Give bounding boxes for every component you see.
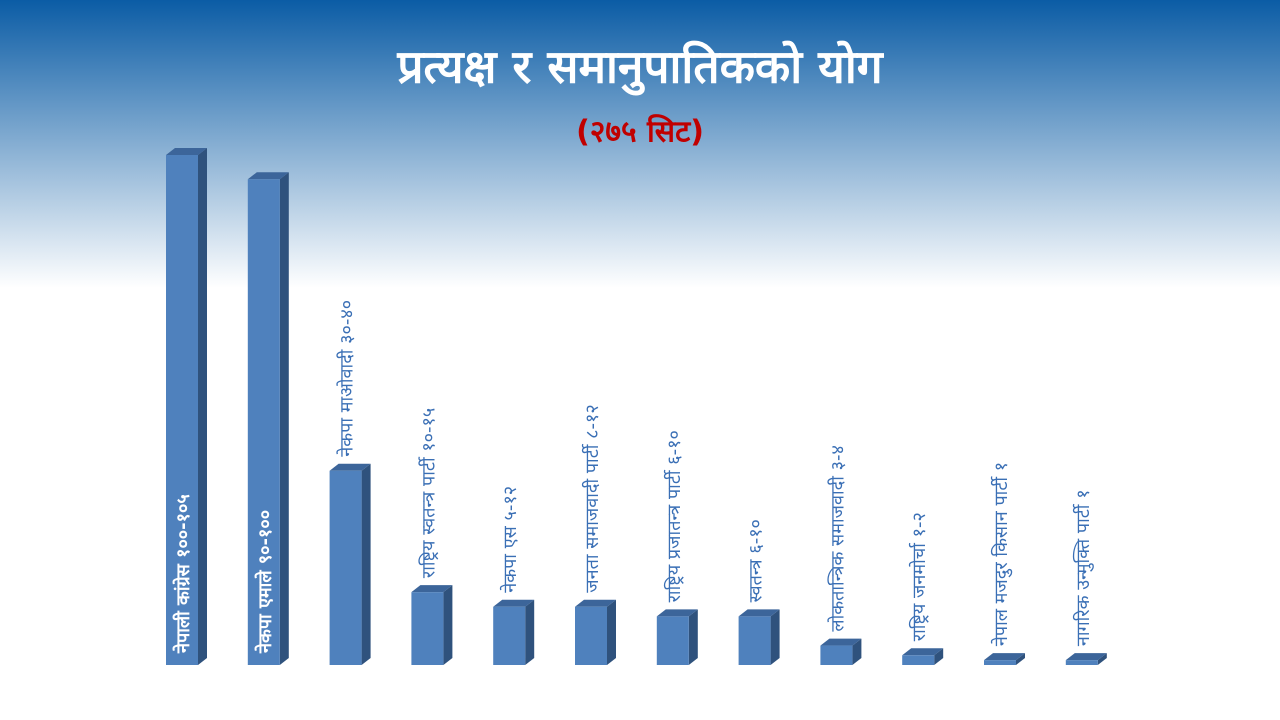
bar-top <box>329 463 371 471</box>
bar-label: नागरिक उन्मुक्ति पार्टी १ <box>1072 489 1094 646</box>
bar-top <box>738 609 780 617</box>
bar-top <box>575 599 616 607</box>
bar <box>329 470 362 665</box>
bar <box>820 645 853 665</box>
chart-subtitle: (२७५ सिट) <box>576 114 704 150</box>
chart-title: प्रत्यक्ष र समानुपातिकको योग <box>396 40 884 97</box>
bar-top <box>656 609 698 617</box>
bar-side <box>607 599 616 665</box>
bar <box>1065 660 1098 665</box>
bar-side <box>934 648 944 665</box>
bar-label: नेकपा एमाले ९०-१०० <box>254 510 276 654</box>
bar-side <box>688 609 698 665</box>
bar-side <box>1016 653 1025 665</box>
bar-side <box>279 172 289 666</box>
bar-label: लोकतान्त्रिक समाजवादी ३-४ <box>826 445 848 631</box>
bar-top <box>247 172 289 180</box>
bar <box>984 660 1016 665</box>
bar-top <box>1065 653 1107 661</box>
bar-label: नेकपा एस ५-१२ <box>499 486 521 593</box>
bar <box>493 606 526 665</box>
bar-side <box>198 148 207 665</box>
bar <box>247 179 280 666</box>
bar <box>411 592 444 665</box>
bar <box>656 616 689 665</box>
bar-side <box>443 585 453 665</box>
bar-side <box>525 599 535 665</box>
bar-top <box>820 638 862 646</box>
bar <box>575 606 607 665</box>
bar-top <box>984 653 1025 661</box>
bar-label: नेपाली कांग्रेस १००-१०५ <box>172 494 194 654</box>
bar-label: नेकपा माओवादी ३०-४० <box>336 300 358 457</box>
bar-side <box>852 638 862 665</box>
bar-top <box>493 599 535 607</box>
bar-side <box>1097 653 1107 665</box>
bar-top <box>166 148 207 155</box>
bar <box>738 616 771 665</box>
bar-side <box>361 463 371 665</box>
bar-top <box>902 648 944 656</box>
bar <box>902 655 935 665</box>
bar-side <box>770 609 780 665</box>
bar-label: स्वतन्त्र ६-१० <box>746 519 767 602</box>
bar-label: नेपाल मजदुर किसान पार्टी १ <box>990 462 1013 646</box>
bar-label: राष्ट्रिय स्वतन्त्र पार्टी १०-१५ <box>417 408 439 578</box>
bar-label: राष्ट्रिय जनमोर्चा १-२ <box>908 512 930 641</box>
bar-label: जनता समाजवादी पार्टी ८-१२ <box>581 404 603 592</box>
bar-label: राष्ट्रिय प्रजातन्त्र पार्टी ६-१० <box>663 430 685 602</box>
bar <box>166 155 198 665</box>
bar-top <box>411 585 453 593</box>
